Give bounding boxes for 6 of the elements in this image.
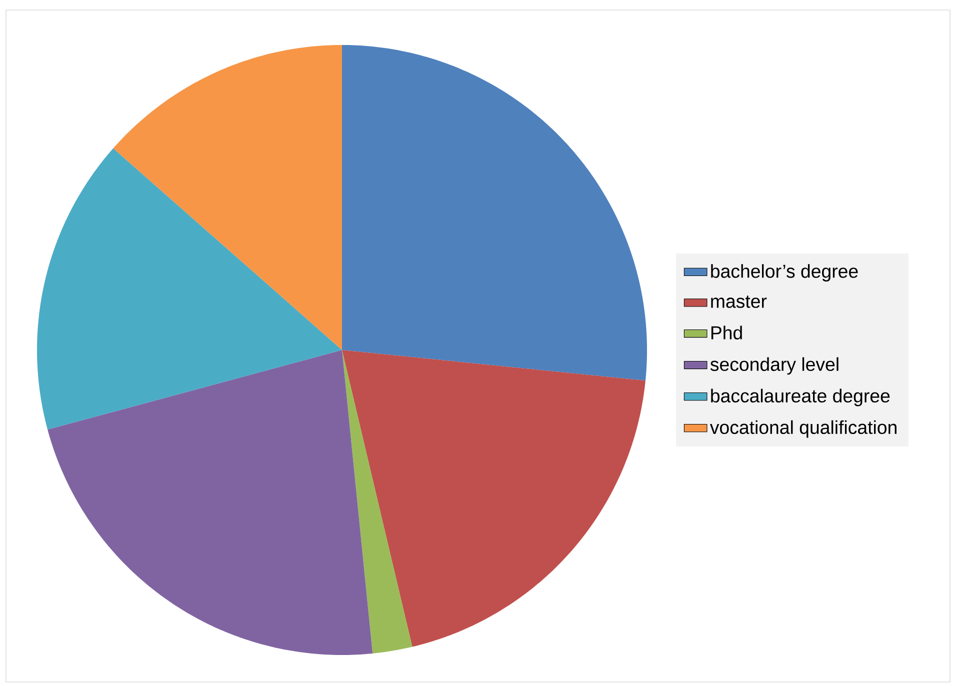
legend-label: master bbox=[711, 296, 767, 308]
legend-label: vocational qualification bbox=[710, 420, 896, 438]
legend-label: secondary level bbox=[710, 357, 838, 375]
legend-label: bachelor’s degree bbox=[711, 264, 858, 282]
legend-label: Phd bbox=[711, 326, 742, 340]
legend-label: baccalaureate degree bbox=[711, 388, 890, 406]
